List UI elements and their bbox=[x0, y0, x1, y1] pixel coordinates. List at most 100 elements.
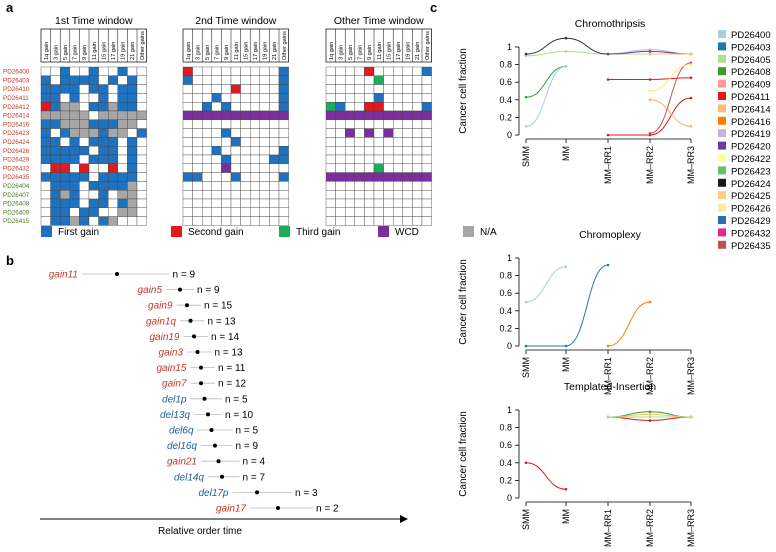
series-line bbox=[526, 264, 609, 347]
column-label: 17 gain bbox=[396, 42, 402, 60]
heatmap-cell bbox=[421, 137, 432, 147]
heatmap-cell bbox=[201, 119, 212, 129]
heatmap-cell bbox=[88, 119, 99, 129]
heatmap-cell bbox=[240, 154, 251, 165]
column-label: 7 gain bbox=[215, 45, 221, 60]
heatmap-cell bbox=[230, 119, 241, 129]
order-label: del16q bbox=[167, 441, 197, 452]
heatmap-cell bbox=[393, 128, 404, 138]
column-label: 15 gain bbox=[386, 42, 392, 60]
series-point bbox=[606, 52, 610, 56]
order-point bbox=[206, 412, 210, 417]
heatmap-cell bbox=[269, 181, 280, 191]
x-tick-label: SMM bbox=[521, 509, 531, 530]
series-point bbox=[648, 131, 652, 135]
heatmap-cell bbox=[259, 137, 270, 147]
heatmap-cell bbox=[136, 198, 147, 209]
y-tick-label: 0.8 bbox=[499, 423, 512, 433]
heatmap-cell bbox=[383, 189, 394, 200]
heatmap-cell bbox=[211, 145, 222, 156]
heatmap-cell bbox=[98, 198, 109, 209]
heatmap-cell bbox=[393, 75, 404, 85]
heatmap-cell bbox=[345, 207, 356, 217]
order-point bbox=[202, 396, 207, 401]
series-point bbox=[606, 263, 610, 267]
heatmap-cell bbox=[50, 137, 61, 147]
column-label: 15 gain bbox=[101, 42, 107, 60]
order-count: n = 9 bbox=[173, 270, 196, 281]
order-label: gain17 bbox=[216, 504, 246, 515]
heatmap-cell bbox=[373, 66, 384, 77]
sample-legend-label: PD26432 bbox=[731, 228, 771, 239]
column-label: 11 gain bbox=[92, 42, 98, 60]
column-label: Other gains bbox=[282, 31, 288, 60]
sample-label: PD26410 bbox=[3, 86, 30, 93]
heatmap-cell bbox=[127, 84, 138, 94]
heatmap-cell bbox=[230, 110, 241, 121]
heatmap-cell bbox=[127, 101, 138, 112]
sample-legend-label: PD26419 bbox=[731, 129, 771, 140]
heatmap-cell bbox=[240, 181, 251, 191]
heatmap-cell bbox=[249, 216, 260, 226]
heatmap-cell bbox=[402, 145, 413, 156]
heatmap-cell bbox=[117, 101, 128, 112]
heatmap-cell bbox=[88, 154, 99, 165]
heatmap-cell bbox=[345, 110, 356, 121]
heatmap-cell bbox=[211, 216, 222, 226]
heatmap-cell bbox=[192, 128, 203, 138]
heatmap-cell bbox=[50, 119, 61, 129]
heatmap-cell bbox=[201, 154, 212, 165]
heatmap-cell bbox=[393, 181, 404, 191]
series-point bbox=[606, 133, 610, 137]
heatmap-cell bbox=[211, 163, 222, 173]
heatmap-cell bbox=[98, 181, 109, 191]
series-line bbox=[607, 301, 651, 347]
order-label: gain7 bbox=[162, 379, 187, 390]
sample-legend-label: PD26429 bbox=[731, 216, 771, 227]
series-point bbox=[689, 124, 693, 128]
heatmap-cell bbox=[201, 84, 212, 94]
series-point bbox=[524, 461, 528, 465]
y-tick-label: 1 bbox=[507, 405, 512, 415]
heatmap-cell bbox=[69, 181, 80, 191]
heatmap-cell bbox=[364, 216, 375, 226]
heatmap-cell bbox=[354, 84, 365, 94]
heatmap-cell bbox=[230, 145, 241, 156]
axis-arrowhead bbox=[400, 515, 408, 523]
heatmap-cell bbox=[259, 172, 270, 182]
heatmap-cell bbox=[249, 84, 260, 94]
heatmap-cell bbox=[364, 181, 375, 191]
heatmap-cell bbox=[345, 216, 356, 226]
order-count: n = 15 bbox=[204, 301, 233, 312]
heatmap-cell bbox=[354, 137, 365, 147]
heatmap-cell bbox=[107, 93, 118, 103]
heatmap-cell bbox=[221, 189, 232, 200]
legend-swatch bbox=[171, 226, 182, 237]
heatmap-cell bbox=[259, 154, 270, 165]
heatmap-cell bbox=[354, 207, 365, 217]
heatmap-cell bbox=[269, 101, 280, 112]
series-point bbox=[689, 63, 693, 66]
heatmap-cell bbox=[117, 128, 128, 138]
heatmap-cell bbox=[325, 181, 336, 191]
heatmap-cell bbox=[127, 93, 138, 103]
heatmap-cell bbox=[127, 181, 138, 191]
column-header-box bbox=[182, 28, 289, 63]
column-label: 15 gain bbox=[243, 42, 249, 60]
heatmap-cell bbox=[345, 181, 356, 191]
heatmap-cell bbox=[192, 172, 203, 182]
heatmap-cell bbox=[117, 137, 128, 147]
heatmap-cell bbox=[230, 93, 241, 103]
heatmap-cell bbox=[259, 216, 270, 226]
heatmap-cell bbox=[221, 101, 232, 112]
heatmap-cell bbox=[364, 137, 375, 147]
heatmap-cell bbox=[88, 216, 99, 226]
order-count: n = 5 bbox=[236, 426, 259, 437]
heatmap-cell bbox=[221, 145, 232, 156]
heatmap-cell bbox=[402, 198, 413, 209]
heatmap-cell bbox=[136, 66, 147, 77]
heatmap-cell bbox=[230, 137, 241, 147]
heatmap-cell bbox=[60, 216, 71, 226]
x-tick-label: MM–RR1 bbox=[603, 357, 613, 395]
